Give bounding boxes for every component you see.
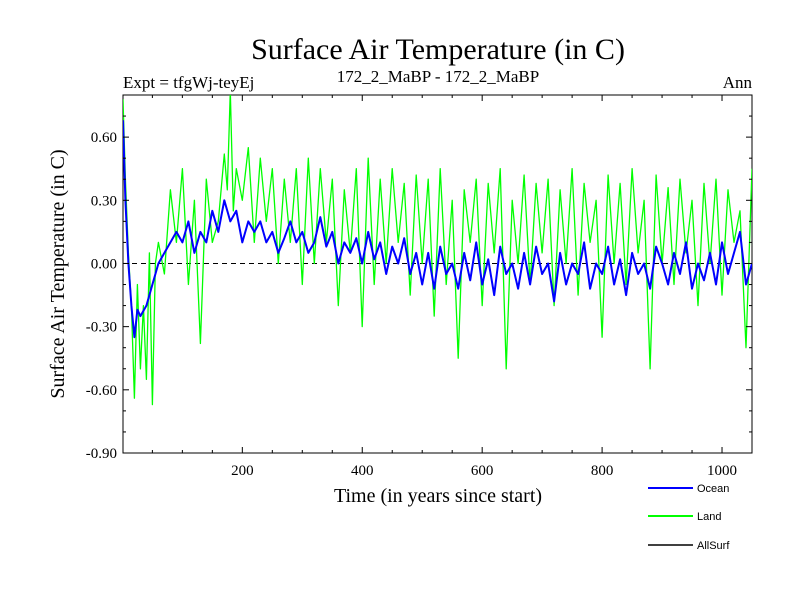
y-tick-label: -0.90 <box>86 446 117 462</box>
x-tick-label: 800 <box>591 463 614 479</box>
y-axis-label: Surface Air Temperature (in C) <box>47 149 69 398</box>
legend-label-land: Land <box>697 511 721 523</box>
y-tick-label: 0.60 <box>91 130 117 146</box>
legend: Ocean Land AllSurf <box>648 483 730 552</box>
series-line-land <box>123 95 752 406</box>
legend-item-ocean: Ocean <box>648 483 729 495</box>
ticks-group: 200 400 600 800 1000 -0.90 -0.60 -0.30 0.00 0.30 0… <box>86 94 752 479</box>
plot-frame <box>122 94 753 454</box>
x-axis-label: Time (in years since start) <box>334 485 542 507</box>
legend-item-land: Land <box>648 511 721 523</box>
y-tick-label: -0.30 <box>86 320 117 336</box>
series-group <box>123 95 752 406</box>
series-line-ocean <box>123 120 752 339</box>
chart-title: Surface Air Temperature (in C) <box>251 33 625 66</box>
x-tick-label: 400 <box>351 463 374 479</box>
legend-label-ocean: Ocean <box>697 483 729 495</box>
x-tick-label: 1000 <box>707 463 737 479</box>
y-tick-label: 0.30 <box>91 193 117 209</box>
legend-item-allsurf: AllSurf <box>648 540 730 552</box>
x-tick-label: 600 <box>471 463 494 479</box>
y-tick-label: 0.00 <box>91 256 117 272</box>
comparison-label: 172_2_MaBP - 172_2_MaBP <box>337 67 539 86</box>
season-label: Ann <box>723 73 753 92</box>
x-tick-label: 200 <box>231 463 254 479</box>
legend-label-allsurf: AllSurf <box>697 540 730 552</box>
y-tick-label: -0.60 <box>86 383 117 399</box>
expt-label: Expt = tfgWj-teyEj <box>123 73 254 92</box>
